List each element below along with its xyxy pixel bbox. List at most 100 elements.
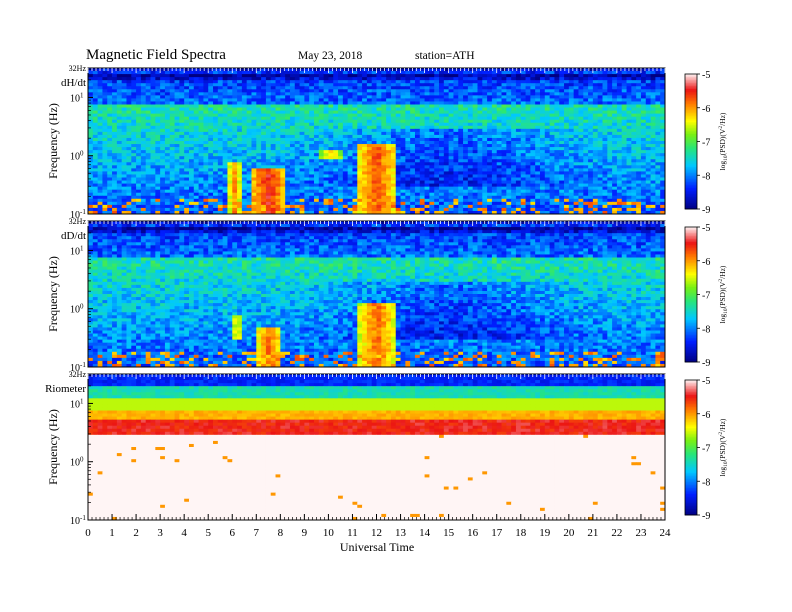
colorbar-3: -5 -6 -7 -8 -9 log10(PSD)(V2/Hz): [684, 376, 729, 522]
x-tick-label: 14: [419, 527, 431, 539]
colorbar-swatch: [685, 326, 697, 328]
x-tick-label: 2: [133, 527, 139, 539]
panel-label: dD/dt: [61, 230, 86, 242]
colorbar-swatch: [685, 182, 697, 184]
spectrogram-heatmap: [88, 68, 666, 215]
colorbar-swatch: [685, 153, 697, 156]
colorbar-swatch: [685, 393, 697, 396]
colorbar-swatch: [685, 462, 697, 465]
colorbar-swatch: [685, 353, 697, 355]
x-tick-label: 3: [157, 527, 163, 539]
colorbar-swatch: [685, 200, 697, 202]
colorbar-swatch: [685, 467, 697, 469]
colorbar-label: log10(PSD)(V2/Hz): [718, 265, 729, 323]
colorbar-swatch: [685, 396, 697, 399]
x-tick-label: 17: [491, 527, 503, 539]
colorbar-swatch: [685, 341, 697, 343]
colorbar-swatch: [685, 389, 697, 391]
colorbar-swatch: [685, 81, 697, 84]
colorbar-swatch: [685, 357, 697, 360]
colorbar-swatch: [685, 155, 697, 157]
chart-station: station=ATH: [415, 50, 475, 62]
colorbar-swatch: [685, 278, 697, 280]
colorbar-swatch: [685, 309, 697, 312]
colorbar-swatch: [685, 74, 697, 76]
colorbar-swatch: [685, 156, 697, 159]
colorbar-swatch: [685, 494, 697, 496]
colorbar-swatch: [685, 318, 697, 321]
colorbar-swatch: [685, 312, 697, 315]
colorbar-swatch: [685, 452, 697, 454]
colorbar-tick-label: -7: [702, 138, 710, 149]
colorbar-swatch: [685, 164, 697, 166]
y-tick-label: 100: [70, 150, 84, 163]
colorbar-swatch: [685, 446, 697, 448]
colorbar-swatch: [685, 354, 697, 357]
colorbar-swatch: [685, 131, 697, 133]
colorbar-swatch: [685, 113, 697, 115]
colorbar-swatch: [685, 86, 697, 88]
colorbar-swatch: [685, 308, 697, 310]
colorbar-swatch: [685, 162, 697, 165]
colorbar-swatch: [685, 473, 697, 475]
colorbar-swatch: [685, 381, 697, 384]
colorbar-swatch: [685, 105, 697, 108]
colorbar-tick-label: -6: [702, 257, 710, 268]
x-tick-label: 13: [395, 527, 407, 539]
colorbar-swatch: [685, 390, 697, 393]
colorbar-swatch: [685, 483, 697, 486]
x-tick-label: 18: [515, 527, 527, 539]
colorbar-swatch: [685, 458, 697, 460]
colorbar-swatch: [685, 504, 697, 507]
colorbar-swatch: [685, 93, 697, 96]
colorbar-swatch: [685, 116, 697, 118]
y-tick-label: 100: [70, 303, 84, 316]
colorbar-swatch: [685, 509, 697, 511]
colorbar-swatch: [685, 104, 697, 106]
colorbar-swatch: [685, 87, 697, 90]
colorbar-swatch: [685, 360, 697, 363]
colorbar-1: -5 -6 -7 -8 -9 log10(PSD)(V2/Hz): [684, 70, 729, 216]
colorbar-swatch: [685, 474, 697, 477]
y-tick-label: 10-1: [70, 208, 86, 221]
colorbar-swatch: [685, 500, 697, 502]
colorbar-swatch: [685, 429, 697, 432]
colorbar-swatch: [685, 183, 697, 186]
colorbar-swatch: [685, 398, 697, 400]
y-top-label: 32Hz: [69, 370, 87, 379]
x-tick-label: 22: [611, 527, 622, 539]
y-tick-label: 100: [70, 456, 84, 469]
colorbar-swatch: [685, 431, 697, 433]
colorbar-swatch: [685, 141, 697, 144]
colorbar-swatch: [685, 441, 697, 444]
colorbar-swatch: [685, 270, 697, 273]
colorbar-swatch: [685, 137, 697, 139]
colorbar-swatch: [685, 197, 697, 199]
colorbar-swatch: [685, 123, 697, 126]
colorbar-swatch: [685, 194, 697, 196]
colorbar-swatch: [685, 227, 697, 229]
colorbar-swatch: [685, 129, 697, 132]
colorbar-swatch: [685, 231, 697, 234]
colorbar-tick-label: -6: [702, 104, 710, 115]
colorbar-swatch: [685, 269, 697, 271]
y-tick-label: 101: [70, 91, 84, 104]
x-tick-label: 20: [563, 527, 575, 539]
colorbar-tick-label: -5: [702, 223, 710, 234]
colorbar-swatch: [685, 476, 697, 478]
colorbar-swatch: [685, 387, 697, 390]
panel-label: Riometer: [45, 383, 86, 395]
colorbar-swatch: [685, 333, 697, 336]
colorbar-swatch: [685, 330, 697, 333]
colorbar-swatch: [685, 495, 697, 498]
colorbar-swatch: [685, 450, 697, 453]
colorbar-swatch: [685, 294, 697, 297]
colorbar-swatch: [685, 488, 697, 490]
colorbar-swatch: [685, 339, 697, 342]
colorbar-swatch: [685, 291, 697, 294]
colorbar-swatch: [685, 395, 697, 397]
colorbar-swatch: [685, 254, 697, 256]
colorbar-swatch: [685, 201, 697, 204]
colorbar-swatch: [685, 248, 697, 250]
